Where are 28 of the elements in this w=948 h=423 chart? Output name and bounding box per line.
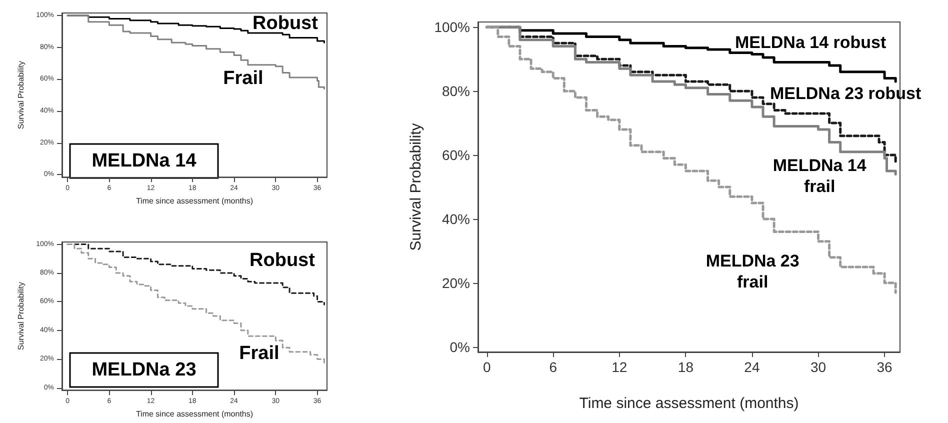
series-label: Robust bbox=[250, 250, 316, 272]
series-label: MELDNa 14 robust bbox=[735, 32, 886, 52]
x-tick-label: 18 bbox=[678, 359, 694, 375]
x-tick-label: 6 bbox=[549, 359, 558, 375]
series-label: Frail bbox=[239, 342, 280, 364]
y-tick-label: 0% bbox=[450, 338, 470, 355]
x-tick-label: 0 bbox=[482, 359, 491, 375]
annotation: MELDNa 23 bbox=[92, 360, 196, 380]
x-tick-label: 30 bbox=[810, 359, 826, 375]
series-label: Robust bbox=[252, 13, 319, 34]
y-tick-label: 40% bbox=[442, 210, 470, 227]
x-tick-label: 12 bbox=[612, 359, 628, 375]
x-tick-label: 36 bbox=[876, 359, 893, 375]
x-axis-title: Time since assessment (months) bbox=[136, 196, 254, 206]
x-axis-title: Time since assessment (months) bbox=[136, 410, 254, 418]
x-tick-label: 24 bbox=[744, 359, 760, 375]
series-label: Frail bbox=[223, 68, 264, 90]
y-axis-title: Survival Probability bbox=[407, 122, 424, 251]
annotation: MELDNa 14 bbox=[92, 150, 197, 172]
x-axis-title: Time since assessment (months) bbox=[579, 395, 799, 412]
y-tick-label: 20% bbox=[442, 274, 470, 291]
y-axis-title: Survival Probability bbox=[16, 61, 26, 130]
y-tick-label: 60% bbox=[442, 147, 470, 164]
y-tick-label: 100% bbox=[434, 19, 470, 36]
y-tick-label: 80% bbox=[442, 83, 470, 100]
y-axis-title: Survival Probability bbox=[16, 282, 26, 350]
series-label: MELDNa 14 frail bbox=[772, 156, 867, 196]
series-label: MELDNa 23 frail bbox=[706, 252, 800, 292]
